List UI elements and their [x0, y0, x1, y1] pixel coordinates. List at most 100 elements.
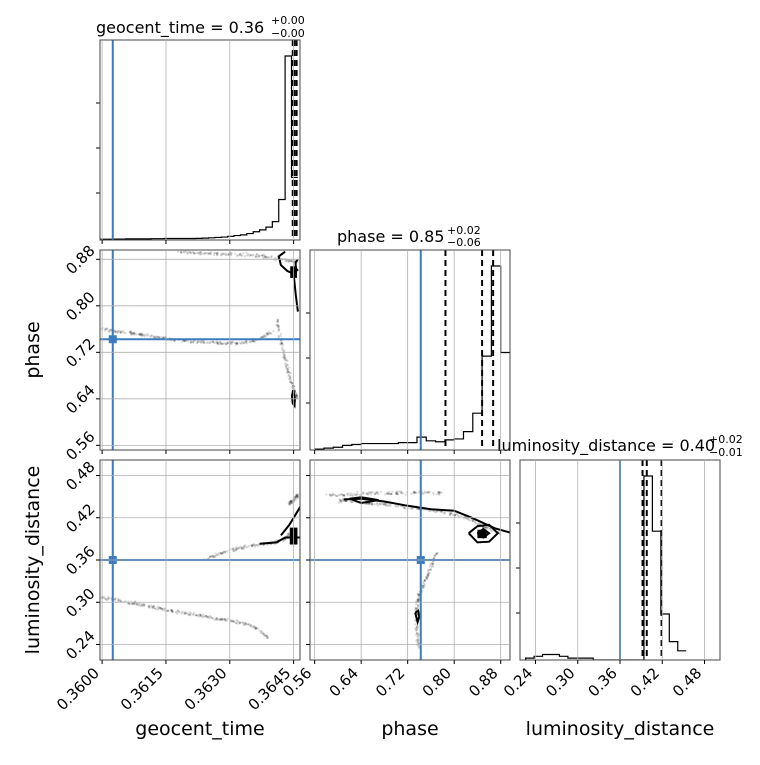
sample-point — [417, 638, 420, 641]
sample-point — [142, 603, 145, 606]
sample-point — [429, 568, 432, 571]
sample-point — [156, 335, 159, 338]
sample-point — [422, 584, 426, 587]
sample-point — [250, 625, 253, 628]
sample-point — [349, 500, 352, 503]
sample-point — [237, 620, 240, 623]
sample-point — [291, 499, 294, 502]
sample-point — [233, 620, 236, 623]
sample-point — [341, 497, 344, 500]
sample-point — [471, 519, 474, 523]
sample-point — [249, 623, 252, 626]
panel-frame — [309, 249, 511, 451]
sample-point — [216, 618, 219, 621]
sample-point — [238, 253, 241, 256]
sample-point — [213, 618, 216, 621]
sample-point — [460, 515, 463, 518]
sample-point — [263, 335, 266, 338]
sample-point — [237, 547, 240, 550]
sample-point — [427, 491, 430, 494]
sample-point — [268, 331, 271, 334]
sample-point — [199, 253, 202, 256]
sample-point — [366, 492, 369, 495]
sample-point — [265, 332, 268, 335]
sample-point — [387, 492, 390, 495]
sample-point — [205, 616, 209, 619]
sample-point — [235, 341, 238, 344]
sample-point — [117, 597, 120, 600]
sample-point — [335, 495, 338, 498]
sample-point — [222, 618, 225, 621]
sample-point — [203, 252, 206, 255]
sample-point — [238, 253, 242, 256]
sample-point — [289, 502, 292, 505]
sample-point — [143, 604, 146, 608]
sample-point — [291, 382, 294, 385]
sample-point — [140, 333, 143, 337]
sample-point — [267, 256, 270, 259]
sample-point — [246, 623, 249, 626]
sample-point — [427, 509, 430, 512]
sample-point — [439, 491, 442, 494]
sample-point — [113, 598, 116, 601]
sample-point — [414, 491, 417, 494]
sample-point — [241, 621, 244, 624]
sample-point — [423, 579, 426, 583]
sample-point — [296, 497, 299, 500]
sample-point — [416, 598, 419, 601]
sample-point — [289, 378, 292, 381]
sample-point — [232, 547, 235, 550]
sample-point — [215, 252, 218, 255]
sample-point — [113, 330, 116, 333]
sample-point — [296, 494, 299, 497]
sample-point — [441, 491, 444, 494]
sample-point — [119, 331, 122, 334]
sample-point — [243, 623, 246, 627]
sample-point — [287, 367, 290, 371]
sample-point — [255, 626, 258, 630]
sample-point — [197, 251, 200, 254]
sample-point — [288, 260, 291, 263]
sample-point — [192, 340, 195, 343]
sample-point — [169, 609, 173, 612]
sample-point — [247, 544, 250, 548]
sample-point — [221, 619, 224, 622]
sample-point — [368, 502, 371, 505]
sample-point — [238, 341, 241, 344]
sample-point — [175, 610, 178, 614]
sample-point — [340, 500, 343, 503]
sample-point — [156, 608, 159, 611]
sample-point — [386, 492, 389, 495]
sample-point — [223, 618, 227, 621]
sample-point — [488, 527, 491, 530]
sample-point — [223, 550, 226, 553]
sample-point — [261, 254, 264, 257]
sample-point — [290, 500, 293, 503]
sample-point — [144, 333, 147, 336]
sample-point — [215, 617, 218, 620]
sample-point — [220, 552, 223, 555]
sample-point — [415, 600, 418, 603]
sample-point — [280, 339, 283, 342]
sample-point — [416, 636, 420, 639]
sample-point — [474, 521, 477, 524]
sample-point — [196, 340, 199, 343]
sample-point — [232, 548, 235, 551]
sample-point — [181, 610, 184, 613]
sample-point — [351, 495, 354, 498]
sample-point — [416, 508, 419, 511]
sample-point — [105, 599, 109, 602]
sample-point — [137, 602, 140, 605]
sample-point — [106, 598, 109, 601]
sample-point — [152, 605, 155, 608]
sample-point — [343, 494, 346, 497]
sample-point — [184, 339, 187, 342]
sample-point — [170, 609, 173, 612]
sample-point — [143, 603, 146, 607]
sample-point — [340, 493, 343, 496]
x-ticks-geocent_time — [101, 250, 295, 454]
sample-point — [259, 631, 263, 635]
sample-point — [190, 340, 193, 343]
sample-point — [251, 626, 254, 629]
sample-point — [209, 555, 212, 558]
